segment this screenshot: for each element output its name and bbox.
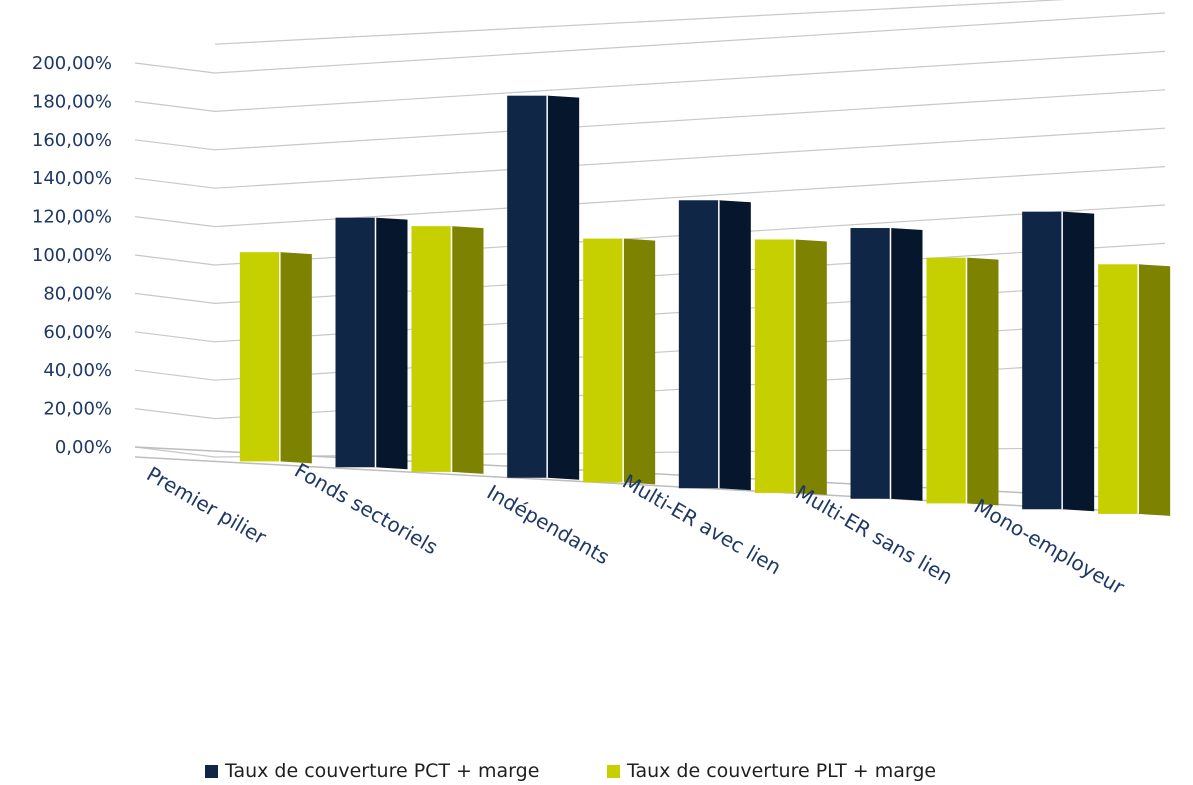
legend-label: Taux de couverture PLT + marge [626, 760, 936, 782]
gridline [214, 166, 1166, 228]
gridline-left [134, 446, 216, 458]
bars [239, 95, 1171, 516]
bar-side [1062, 211, 1095, 512]
gridline-left [134, 254, 216, 266]
gridline [214, 12, 1166, 74]
bar [1098, 264, 1139, 514]
y-tick-label: 180,00% [32, 91, 112, 112]
bar-side [547, 95, 580, 480]
bar [239, 252, 280, 462]
y-tick-label: 120,00% [32, 207, 112, 228]
y-tick-label: 60,00% [43, 322, 112, 343]
legend-swatch [205, 765, 218, 778]
gridline-left [134, 331, 216, 343]
gridline-left [134, 139, 216, 151]
bar-side [623, 238, 656, 485]
gridline-left [134, 408, 216, 420]
gridline-left [134, 62, 216, 74]
bar [507, 95, 548, 478]
gridline-left [134, 177, 216, 189]
gridline [214, 89, 1166, 151]
bar [754, 239, 795, 493]
gridline-left [134, 292, 216, 304]
y-tick-label: 200,00% [32, 53, 112, 74]
bar [411, 226, 452, 472]
x-tick-label: Premier pilier [143, 462, 271, 550]
bar [583, 238, 624, 483]
bar-side [794, 239, 827, 495]
y-tick-label: 80,00% [43, 283, 112, 304]
legend: Taux de couverture PCT + marge Taux de co… [205, 760, 936, 782]
y-tick-label: 20,00% [43, 399, 112, 420]
bar-side [451, 226, 484, 474]
bar-side [718, 200, 751, 491]
y-axis-ticks: 0,00% 20,00% 40,00% 60,00% 80,00% 100,00% 120,… [32, 53, 112, 458]
gridline [214, 0, 1067, 45]
gridline [214, 50, 1166, 112]
bar-side [890, 228, 923, 501]
bar [850, 228, 891, 499]
y-tick-label: 0,00% [55, 437, 112, 458]
y-tick-label: 100,00% [32, 245, 112, 266]
gridline-left [134, 369, 216, 381]
bar-side [279, 252, 312, 464]
bar [678, 200, 719, 489]
legend-label: Taux de couverture PCT + marge [224, 760, 539, 782]
legend-swatch [607, 765, 620, 778]
gridline [214, 127, 1166, 189]
gridline-left [134, 216, 216, 228]
y-tick-label: 40,00% [43, 360, 112, 381]
bar [926, 257, 967, 504]
y-tick-label: 140,00% [32, 168, 112, 189]
bar-side [375, 217, 408, 470]
bar [1022, 211, 1063, 510]
y-tick-label: 160,00% [32, 130, 112, 151]
x-tick-label: Indépendants [483, 480, 614, 569]
gridline-left [134, 100, 216, 112]
bar-side [1138, 264, 1171, 516]
bar [335, 217, 376, 468]
bar-side [966, 257, 999, 506]
